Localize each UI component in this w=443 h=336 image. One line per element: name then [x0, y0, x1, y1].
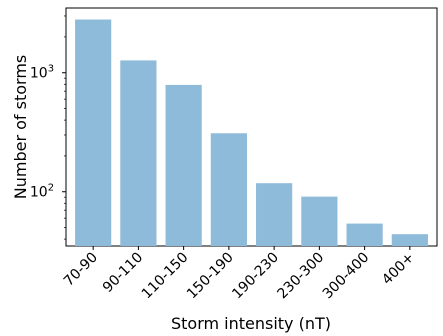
x-axis-label: Storm intensity (nT) — [171, 314, 331, 333]
x-tick-label: 70-90 — [61, 250, 101, 290]
x-tick-label: 230-300 — [275, 250, 328, 303]
bar-190-230 — [256, 183, 293, 246]
x-tick-label: 110-150 — [139, 250, 192, 303]
bar-150-190 — [210, 133, 247, 246]
y-axis-label: Number of storms — [11, 55, 30, 199]
bar-110-150 — [165, 84, 202, 247]
x-tick-label: 190-230 — [229, 250, 282, 303]
plot-area-frame — [65, 7, 438, 247]
y-axis-ticks: 102 103 — [30, 15, 66, 240]
bar-300-400 — [346, 223, 383, 246]
bar-70-90 — [75, 19, 112, 247]
bar-400+ — [391, 234, 428, 246]
bar-230-300 — [301, 196, 338, 246]
y-tick-label: 103 — [30, 64, 54, 82]
bars-group — [75, 19, 428, 247]
y-tick-label: 102 — [30, 183, 54, 201]
x-tick-label: 300-400 — [320, 250, 373, 303]
x-tick-label: 90-110 — [100, 250, 146, 296]
x-tick-label: 150-190 — [184, 250, 237, 303]
x-tick-label: 400+ — [379, 250, 418, 289]
bar-90-110 — [120, 60, 157, 246]
x-axis-ticks: 70-9090-110110-150150-190190-230230-3003… — [61, 246, 418, 302]
